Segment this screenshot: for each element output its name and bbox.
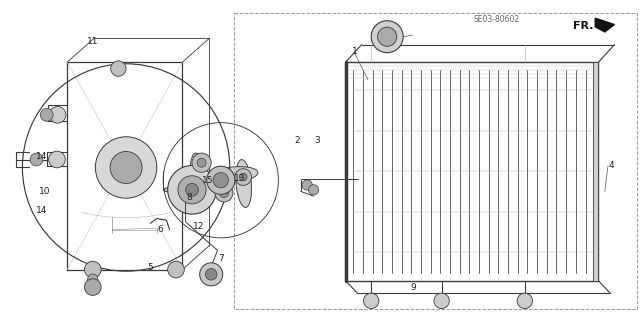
Circle shape xyxy=(371,21,403,53)
Ellipse shape xyxy=(190,153,206,201)
Circle shape xyxy=(200,263,223,286)
Text: SE03-80602: SE03-80602 xyxy=(474,15,520,24)
Text: 14: 14 xyxy=(36,206,47,215)
Text: 5: 5 xyxy=(148,263,153,272)
Circle shape xyxy=(434,293,449,308)
Circle shape xyxy=(192,153,211,172)
Ellipse shape xyxy=(210,167,258,182)
Circle shape xyxy=(40,108,53,121)
Circle shape xyxy=(239,173,247,181)
Circle shape xyxy=(302,180,312,190)
Circle shape xyxy=(186,183,198,196)
Text: FR.: FR. xyxy=(573,21,593,31)
Text: 1: 1 xyxy=(353,47,358,56)
Circle shape xyxy=(220,189,228,197)
Text: 4: 4 xyxy=(609,161,614,170)
Circle shape xyxy=(215,184,233,202)
Text: 15: 15 xyxy=(202,176,214,185)
Circle shape xyxy=(88,274,98,284)
Circle shape xyxy=(517,293,532,308)
Circle shape xyxy=(30,153,43,166)
Text: 14: 14 xyxy=(36,152,47,161)
Text: 7: 7 xyxy=(218,254,223,263)
Circle shape xyxy=(235,169,252,185)
Circle shape xyxy=(178,176,206,204)
Circle shape xyxy=(168,166,216,214)
Circle shape xyxy=(95,137,157,198)
Ellipse shape xyxy=(184,178,232,194)
Circle shape xyxy=(110,152,142,183)
Circle shape xyxy=(197,158,206,167)
Circle shape xyxy=(84,279,101,295)
Bar xyxy=(593,62,598,281)
Text: 8: 8 xyxy=(186,193,191,202)
Circle shape xyxy=(378,27,397,46)
Text: 3: 3 xyxy=(314,136,319,145)
Text: 6: 6 xyxy=(157,225,163,234)
Circle shape xyxy=(213,173,228,188)
Circle shape xyxy=(111,61,126,76)
Circle shape xyxy=(49,151,65,168)
Text: 10: 10 xyxy=(39,187,51,196)
Circle shape xyxy=(308,185,319,195)
Circle shape xyxy=(364,293,379,308)
Ellipse shape xyxy=(236,160,252,207)
Polygon shape xyxy=(595,18,614,32)
Ellipse shape xyxy=(163,186,221,194)
Text: 12: 12 xyxy=(193,222,204,231)
Text: 9: 9 xyxy=(410,283,415,292)
Bar xyxy=(234,13,637,309)
Text: 2: 2 xyxy=(295,136,300,145)
Circle shape xyxy=(84,261,101,278)
Circle shape xyxy=(205,269,217,280)
Circle shape xyxy=(168,261,184,278)
Text: 13: 13 xyxy=(234,174,246,183)
Circle shape xyxy=(207,166,235,194)
Circle shape xyxy=(49,107,66,123)
Text: 11: 11 xyxy=(87,37,99,46)
